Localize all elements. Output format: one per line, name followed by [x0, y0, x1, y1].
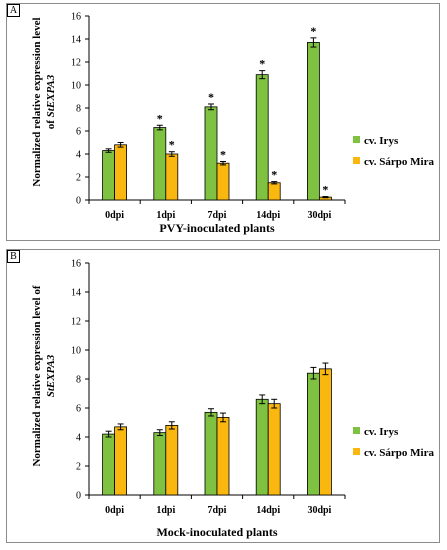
chart-b-bar-irys [204, 411, 218, 496]
chart-b-y-tick-label: 12 [71, 317, 81, 328]
chart-b-y-tick-label: 14 [71, 288, 81, 299]
chart-b-y-axis-title-gene: StEXPA3 [45, 354, 57, 397]
chart-a-y-axis-title-line1: Normalized relative expression level [31, 17, 43, 186]
chart-a-bar-sarpo [114, 144, 127, 201]
chart-a-x-tick-label: 14dpi [256, 210, 280, 221]
chart-a-y-tick-label: 8 [76, 104, 81, 115]
chart-a-x-tick-label: 0dpi [105, 210, 124, 221]
chart-b-bar-sarpo [216, 417, 230, 496]
chart-b-y-axis-title-line1: Normalized relative expression level of [31, 285, 43, 466]
chart-b-legend-label-irys: cv. Irys [364, 426, 399, 438]
chart-a-significance-marker: * [157, 111, 163, 125]
chart-b-bar-irys [255, 398, 269, 496]
chart-a-y-tick-label: 10 [71, 81, 81, 92]
chart-b-y-tick-label: 8 [76, 375, 81, 386]
chart-b-bar-irys [306, 372, 320, 496]
chart-b-bar-sarpo [318, 368, 332, 496]
chart-b-x-axis-title: Mock-inoculated plants [156, 525, 277, 539]
chart-a-significance-marker: * [310, 24, 316, 38]
chart-a-legend-swatch-irys [353, 136, 360, 143]
chart-b-x-tick-label: 30dpi [307, 505, 331, 516]
chart-a-y-tick-label: 2 [76, 173, 81, 184]
chart-a-y-tick-label: 4 [76, 150, 81, 161]
chart-panel-a: A 0 2 4 6 8 10 12 14 16 0dpi 1dpi * * 7dpi * * 14dpi * * 30… [6, 3, 440, 241]
chart-b-x-tick-label: 7dpi [208, 505, 227, 516]
chart-a-x-tick-label: 7dpi [208, 210, 227, 221]
chart-b-y-tick-label: 4 [76, 433, 81, 444]
chart-b-bar-irys [102, 433, 115, 496]
chart-a-significance-marker: * [220, 147, 226, 161]
chart-b-x-tick-label: 14dpi [256, 505, 280, 516]
chart-b-y-tick-label: 16 [71, 259, 81, 270]
chart-a-y-tick-label: 6 [76, 127, 81, 138]
chart-a-legend-label-sarpo: cv. Sárpo Mira [364, 156, 434, 168]
chart-a-x-axis-title: PVY-inoculated plants [159, 221, 275, 235]
chart-b-legend-swatch-sarpo [353, 448, 360, 455]
chart-a-x-tick-label: 1dpi [156, 210, 175, 221]
chart-a-svg: 0 2 4 6 8 10 12 14 16 0dpi 1dpi * * 7dpi * * 14dpi * * 30dp… [31, 12, 434, 236]
chart-a-y-axis-title-line2: of StEXPA3 [45, 74, 57, 129]
chart-a-y-tick-label: 16 [71, 12, 81, 23]
chart-b-bar-irys [153, 432, 167, 496]
chart-b-bar-sarpo [267, 403, 281, 496]
chart-a-y-axis-title-prefix: of [45, 117, 57, 129]
chart-b-legend-label-sarpo: cv. Sárpo Mira [364, 447, 434, 459]
chart-a-bar-irys [255, 74, 269, 201]
chart-a-bar-irys [306, 42, 320, 201]
panel-letter-b: B [7, 250, 20, 263]
chart-a-legend-label-irys: cv. Irys [364, 135, 399, 147]
chart-a-bar-irys [204, 106, 218, 201]
chart-a-significance-marker: * [322, 183, 328, 197]
chart-a-bar-irys [153, 127, 167, 201]
chart-a-bar-irys [102, 150, 115, 201]
chart-b-x-tick-label: 1dpi [156, 505, 175, 516]
chart-a-significance-marker: * [271, 168, 277, 182]
chart-a-bar-sarpo [216, 162, 230, 201]
chart-a-bar-sarpo [267, 182, 281, 201]
chart-b-bar-sarpo [114, 426, 127, 496]
chart-b-legend-swatch-irys [353, 427, 360, 434]
chart-a-significance-marker: * [169, 138, 175, 152]
chart-a-y-tick-label: 0 [76, 196, 81, 207]
chart-a-y-axis-title-gene: StEXPA3 [45, 74, 57, 117]
chart-b-y-tick-label: 2 [76, 462, 81, 473]
chart-b-svg: 0 2 4 6 8 10 12 14 16 0dpi 1dpi 7dpi 14dpi 30dpi Mock-… [31, 259, 434, 540]
chart-b-y-tick-label: 0 [76, 491, 81, 502]
chart-a-legend-swatch-sarpo [353, 157, 360, 164]
chart-b-x-tick-label: 0dpi [105, 505, 124, 516]
chart-a-x-tick-label: 30dpi [307, 210, 331, 221]
chart-a-significance-marker: * [259, 57, 265, 71]
chart-panel-b: B 0 2 4 6 8 10 12 14 16 0dpi 1dpi 7dpi 14dpi 30dpi Moc… [6, 249, 440, 543]
chart-a-y-tick-label: 12 [71, 58, 81, 69]
chart-a-bar-sarpo [165, 153, 179, 201]
chart-b-y-axis-title-line2: StEXPA3 [45, 354, 57, 397]
chart-a-y-tick-label: 14 [71, 35, 81, 46]
chart-a-significance-marker: * [208, 90, 214, 104]
chart-b-y-tick-label: 10 [71, 346, 81, 357]
chart-b-y-tick-label: 6 [76, 404, 81, 415]
chart-b-bar-sarpo [165, 424, 179, 496]
panel-letter-a: A [7, 4, 20, 17]
